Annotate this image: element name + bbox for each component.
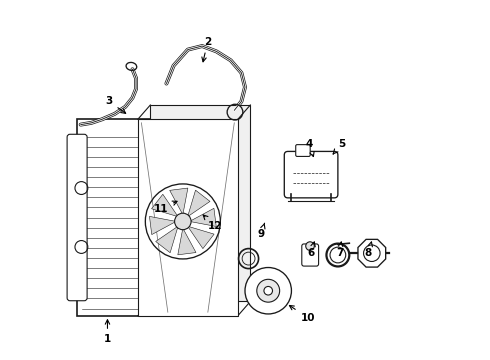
Polygon shape — [358, 239, 386, 267]
Polygon shape — [138, 119, 238, 316]
Circle shape — [257, 279, 280, 302]
Text: 4: 4 — [306, 139, 314, 157]
FancyBboxPatch shape — [302, 244, 318, 266]
Polygon shape — [156, 226, 178, 253]
FancyBboxPatch shape — [77, 119, 163, 316]
Text: 2: 2 — [202, 37, 211, 62]
Polygon shape — [149, 216, 176, 235]
Polygon shape — [170, 188, 188, 215]
Polygon shape — [178, 228, 196, 255]
Text: 12: 12 — [203, 215, 222, 231]
Text: 5: 5 — [333, 139, 345, 154]
Text: 10: 10 — [290, 306, 315, 323]
Circle shape — [245, 267, 292, 314]
Circle shape — [174, 213, 191, 230]
Circle shape — [264, 287, 272, 295]
Text: 8: 8 — [365, 242, 372, 258]
Text: 1: 1 — [104, 320, 111, 344]
Text: 9: 9 — [258, 223, 265, 239]
Polygon shape — [150, 105, 250, 301]
Polygon shape — [190, 208, 216, 226]
Circle shape — [306, 242, 314, 250]
Text: 11: 11 — [154, 201, 177, 213]
Text: 6: 6 — [307, 242, 315, 258]
Polygon shape — [188, 226, 214, 249]
Polygon shape — [151, 194, 178, 217]
FancyBboxPatch shape — [296, 145, 310, 157]
Text: 3: 3 — [105, 96, 125, 113]
FancyBboxPatch shape — [284, 152, 338, 198]
Text: 7: 7 — [336, 242, 343, 258]
FancyBboxPatch shape — [67, 134, 87, 301]
Polygon shape — [188, 190, 210, 217]
FancyBboxPatch shape — [153, 134, 173, 301]
